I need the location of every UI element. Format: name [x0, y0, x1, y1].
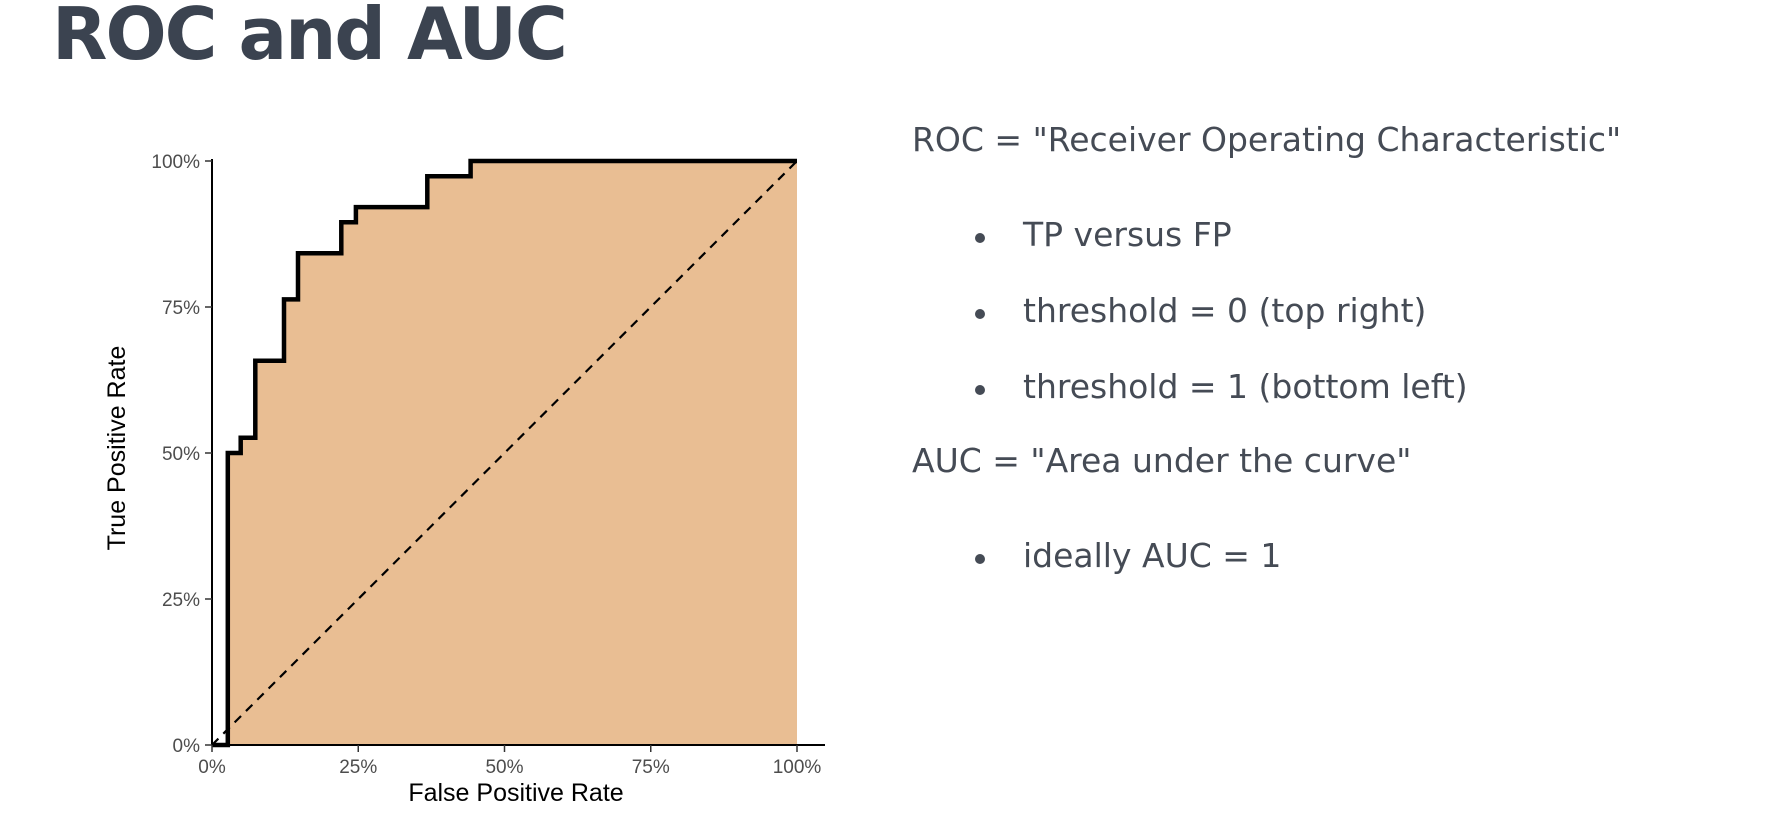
- roc-chart: 0% 25% 50% 75% 100% 0% 25% 50% 75% 100% False Po…: [103, 152, 825, 807]
- bullet-dot-icon: [975, 233, 985, 243]
- y-tick-label: 25%: [162, 590, 200, 611]
- y-tick-label: 50%: [162, 444, 200, 465]
- x-tick-label: 0%: [198, 757, 226, 778]
- x-tick-label: 25%: [339, 757, 377, 778]
- y-axis-label: True Positive Rate: [103, 346, 131, 551]
- list-item-text: ideally AUC = 1: [1023, 536, 1282, 575]
- x-axis-label: False Positive Rate: [408, 779, 623, 807]
- roc-definition: ROC = "Receiver Operating Characteristic…: [912, 120, 1622, 159]
- bullet-dot-icon: [975, 385, 985, 395]
- auc-area: [212, 161, 797, 745]
- y-tick-label: 75%: [162, 298, 200, 319]
- list-item-text: threshold = 0 (top right): [1023, 291, 1427, 330]
- diagonal-reference-line: [211, 160, 798, 746]
- slide-title: ROC and AUC: [52, 0, 568, 76]
- list-item-text: threshold = 1 (bottom left): [1023, 367, 1468, 406]
- roc-plot-area: [211, 158, 825, 748]
- bullet-dot-icon: [975, 554, 985, 564]
- y-ticks: 0% 25% 50% 75% 100%: [151, 152, 212, 757]
- list-item-text: TP versus FP: [1023, 215, 1232, 254]
- x-tick-label: 50%: [485, 757, 523, 778]
- y-tick-label: 0%: [173, 736, 201, 757]
- x-ticks: 0% 25% 50% 75% 100%: [198, 745, 821, 778]
- auc-definition: AUC = "Area under the curve": [912, 441, 1412, 480]
- x-tick-label: 100%: [773, 757, 822, 778]
- y-tick-label: 100%: [151, 152, 200, 173]
- roc-curve: [212, 158, 797, 748]
- x-tick-label: 75%: [632, 757, 670, 778]
- bullet-dot-icon: [975, 309, 985, 319]
